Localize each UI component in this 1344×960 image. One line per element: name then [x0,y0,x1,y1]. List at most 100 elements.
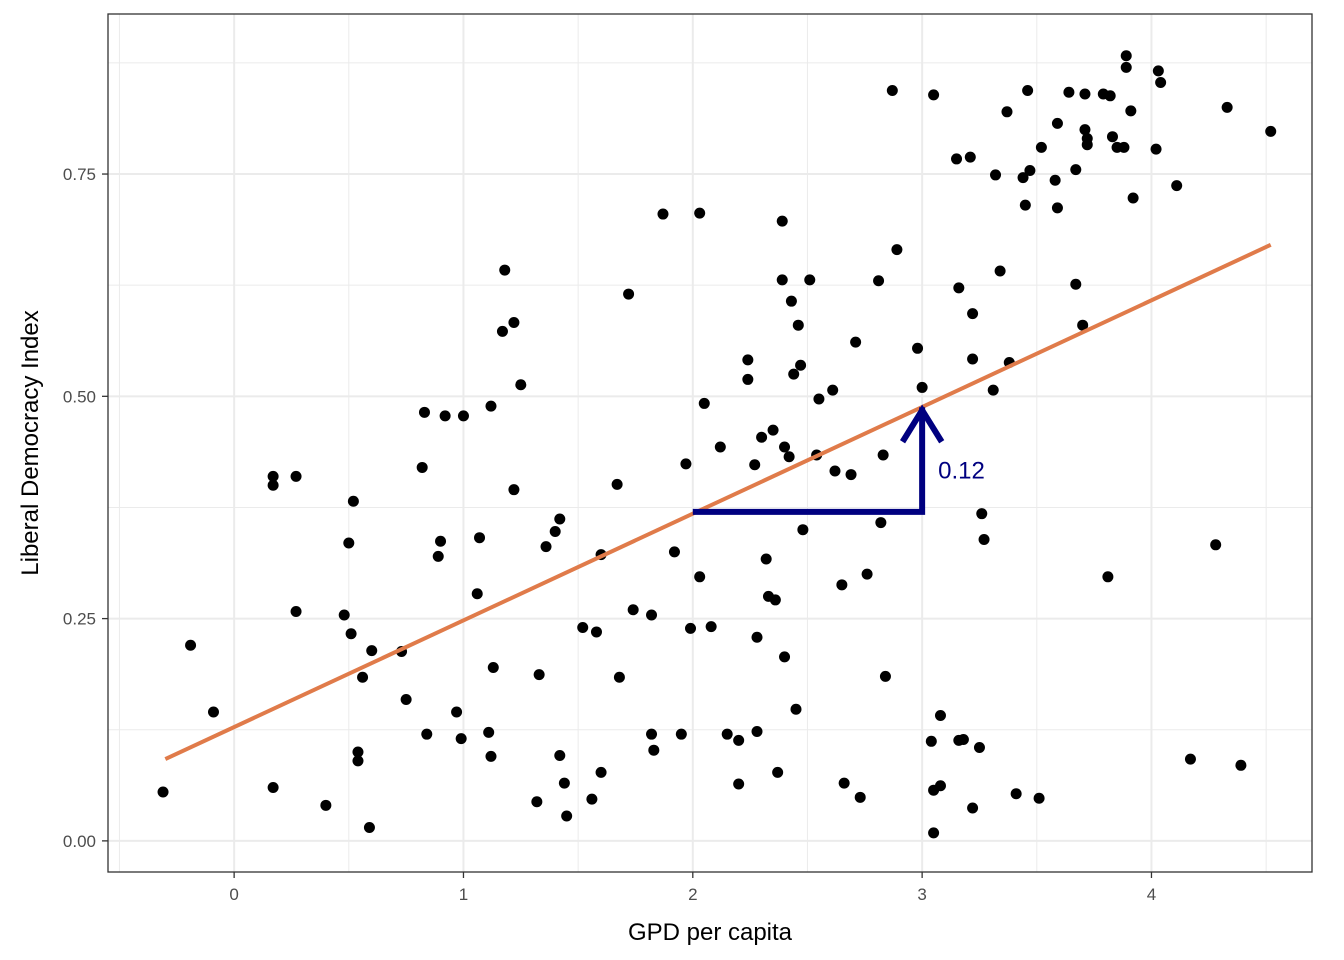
data-point [485,400,497,412]
data-point [1210,539,1222,551]
data-point [1171,180,1183,192]
data-point [1150,143,1162,155]
data-point [951,153,963,165]
data-point [1081,139,1093,151]
data-point [685,622,697,634]
data-point [779,441,791,453]
data-point [967,353,979,365]
data-point [1221,101,1233,113]
data-point [742,354,754,366]
data-point [788,368,800,380]
data-point [873,275,885,287]
data-point [838,777,850,789]
data-point [680,458,692,470]
data-point [973,742,985,754]
data-point [1235,759,1247,771]
data-point [767,424,779,436]
data-point [1022,84,1034,96]
data-point [1152,65,1164,77]
data-point [496,325,508,337]
axes: 0 1 2 3 4 0.00 0.25 0.50 0.75 [63,165,1156,904]
data-point [561,810,573,822]
data-point [694,571,706,583]
data-point [185,639,197,651]
data-point [795,359,807,371]
x-tick-label: 3 [917,885,926,904]
data-point [756,431,768,443]
data-point [352,755,364,767]
data-point [879,670,891,682]
data-point [366,645,378,657]
regression-line [164,243,1272,761]
x-axis-title: GPD per capita [628,919,793,946]
data-point [357,671,369,683]
data-point [1104,90,1116,102]
data-point [290,605,302,617]
data-point [558,777,570,789]
data-point [850,336,862,348]
x-tick-label: 4 [1147,885,1156,904]
data-point [267,479,279,491]
data-point [733,734,745,746]
y-axis-title: Liberal Democracy Index [17,310,44,575]
data-point [1102,571,1114,583]
data-point [797,524,809,536]
data-point [845,469,857,481]
regression-line-group [164,243,1272,761]
data-point [623,288,635,300]
data-point [875,517,887,529]
data-point [1051,117,1063,129]
data-point [648,744,660,756]
data-point [400,694,412,706]
y-tick-label: 0.25 [63,610,96,629]
data-point [916,381,928,393]
data-point [595,766,607,778]
data-point [157,786,169,798]
data-point [861,568,873,580]
data-point [1017,172,1029,184]
grid-minor-lines [108,14,1312,872]
data-point [416,461,428,473]
data-point [813,393,825,405]
data-point [751,631,763,643]
x-tick-label: 2 [688,885,697,904]
data-point [721,728,733,740]
data-point [1127,192,1139,204]
data-point [320,799,332,811]
data-point [646,609,658,621]
data-point [1079,88,1091,100]
data-point [698,397,710,409]
data-point [515,379,527,391]
data-point [783,451,795,463]
data-point [418,406,430,418]
data-point [714,441,726,453]
data-point [792,319,804,331]
x-tick-label: 1 [459,885,468,904]
data-point [352,746,364,758]
data-point [345,628,357,640]
data-point [290,470,302,482]
data-point [338,609,350,621]
data-point [790,703,802,715]
run-rise-path [692,407,926,515]
data-point [554,750,566,762]
data-point [779,651,791,663]
data-point [1035,141,1047,153]
data-point [987,384,999,396]
data-point [705,621,717,633]
data-point [1155,76,1167,88]
data-point [657,208,669,220]
y-tick-label: 0.50 [63,387,96,406]
data-point [1120,61,1132,73]
data-point [267,782,279,794]
data-point [455,733,467,745]
data-point [508,484,520,496]
data-point [499,264,511,276]
data-point [508,317,520,329]
data-point [827,384,839,396]
data-point [267,470,279,482]
data-point [990,169,1002,181]
data-point [207,706,219,718]
